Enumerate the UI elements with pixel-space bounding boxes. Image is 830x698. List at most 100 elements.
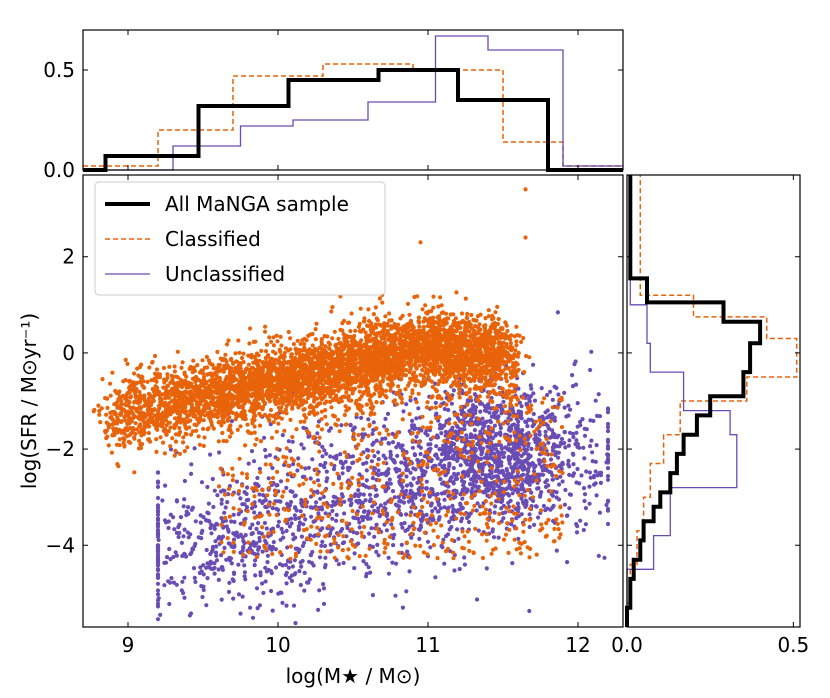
- classified-point: [244, 472, 250, 477]
- unclassified-point: [499, 411, 504, 416]
- unclassified-point: [516, 536, 521, 542]
- unclassified-point: [270, 608, 275, 613]
- unclassified-point: [411, 476, 416, 481]
- classified-point: [424, 405, 429, 410]
- unclassified-point: [404, 483, 410, 488]
- unclassified-point: [401, 500, 407, 505]
- classified-point: [231, 360, 236, 365]
- classified-point: [326, 513, 331, 519]
- classified-point: [463, 296, 468, 301]
- classified-point: [125, 361, 130, 366]
- unclassified-point: [370, 431, 375, 436]
- unclassified-point: [199, 536, 204, 541]
- unclassified-point: [270, 465, 275, 471]
- unclassified-point: [162, 518, 168, 523]
- unclassified-point: [243, 533, 248, 538]
- unclassified-point: [182, 595, 187, 600]
- classified-point: [193, 379, 198, 384]
- unclassified-point: [320, 444, 325, 449]
- unclassified-point: [311, 563, 316, 568]
- classified-point: [470, 508, 476, 513]
- unclassified-point: [442, 497, 447, 502]
- classified-point: [234, 377, 239, 382]
- classified-point: [408, 513, 413, 518]
- classified-point: [522, 436, 527, 441]
- unclassified-point: [554, 495, 559, 500]
- unclassified-point: [449, 401, 454, 406]
- unclassified-point: [261, 590, 266, 596]
- unclassified-point: [550, 412, 555, 417]
- unclassified-point: [193, 579, 198, 585]
- unclassified-point: [507, 479, 512, 484]
- unclassified-point: [478, 446, 483, 451]
- unclassified-point: [415, 457, 420, 463]
- classified-point: [126, 439, 131, 444]
- unclassified-point: [320, 454, 325, 459]
- unclassified-point: [516, 489, 521, 494]
- unclassified-point: [567, 438, 572, 443]
- unclassified-point: [308, 533, 313, 538]
- unclassified-point: [238, 521, 243, 526]
- unclassified-point: [155, 533, 161, 538]
- classified-point: [353, 328, 358, 333]
- unclassified-point: [488, 452, 493, 458]
- classified-point: [99, 406, 104, 411]
- unclassified-point: [574, 438, 579, 443]
- classified-point: [315, 440, 320, 445]
- classified-point: [243, 413, 248, 418]
- classified-point: [550, 405, 555, 410]
- unclassified-point: [605, 452, 610, 457]
- unclassified-point: [512, 487, 517, 492]
- unclassified-point: [342, 499, 347, 504]
- unclassified-point: [587, 501, 592, 506]
- classified-point: [552, 539, 557, 544]
- unclassified-point: [575, 524, 580, 529]
- unclassified-point: [489, 414, 494, 419]
- unclassified-point: [186, 535, 191, 540]
- unclassified-point: [523, 498, 528, 503]
- unclassified-point: [288, 448, 293, 453]
- classified-point: [133, 431, 138, 437]
- unclassified-point: [260, 549, 265, 554]
- classified-point: [382, 550, 387, 555]
- classified-point: [497, 521, 502, 526]
- unclassified-point: [447, 527, 452, 532]
- unclassified-point: [155, 521, 161, 526]
- classified-point: [521, 522, 526, 527]
- unclassified-point: [372, 534, 377, 539]
- unclassified-point: [548, 435, 553, 440]
- unclassified-point: [362, 432, 368, 437]
- unclassified-point: [500, 496, 505, 501]
- classified-point: [357, 389, 362, 394]
- unclassified-point: [261, 499, 266, 504]
- unclassified-point: [462, 555, 467, 560]
- unclassified-point: [523, 479, 528, 484]
- unclassified-point: [164, 555, 170, 560]
- unclassified-point: [480, 416, 485, 421]
- unclassified-point: [417, 485, 422, 490]
- classified-point: [431, 305, 436, 310]
- unclassified-point: [482, 420, 488, 425]
- unclassified-point: [231, 596, 236, 601]
- unclassified-point: [403, 491, 408, 497]
- classified-point: [200, 358, 205, 363]
- unclassified-point: [437, 447, 442, 452]
- unclassified-point: [387, 477, 392, 482]
- unclassified-point: [186, 505, 191, 510]
- unclassified-point: [385, 411, 391, 416]
- unclassified-point: [369, 526, 374, 531]
- unclassified-point: [301, 540, 307, 546]
- unclassified-point: [531, 411, 536, 417]
- unclassified-point: [410, 491, 415, 496]
- unclassified-point: [374, 438, 379, 443]
- unclassified-point: [417, 492, 422, 497]
- unclassified-point: [211, 504, 216, 510]
- unclassified-point: [285, 545, 290, 550]
- classified-point: [250, 502, 255, 507]
- classified-point: [241, 359, 246, 365]
- unclassified-point: [570, 473, 575, 478]
- unclassified-point: [590, 450, 595, 455]
- unclassified-point: [182, 478, 187, 484]
- unclassified-point: [583, 522, 589, 527]
- classified-point: [340, 548, 345, 553]
